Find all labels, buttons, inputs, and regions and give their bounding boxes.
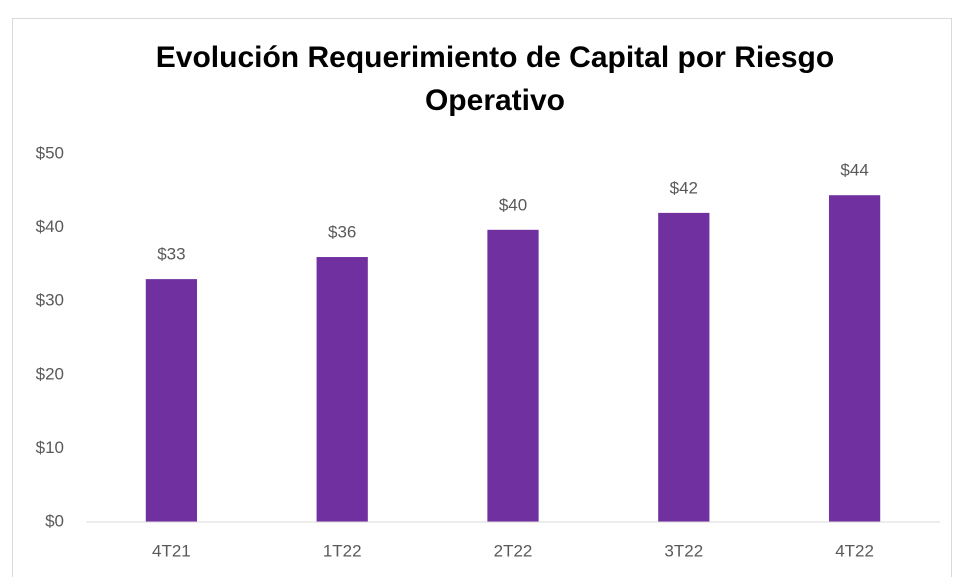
y-tick-label: $30 — [36, 291, 64, 310]
data-label: $44 — [840, 161, 868, 180]
x-tick-label: 1T22 — [323, 541, 362, 560]
y-tick-label: $0 — [45, 511, 64, 530]
bar — [316, 257, 368, 522]
chart-title: Evolución Requerimiento de Capital por R… — [155, 41, 835, 117]
bar — [487, 229, 539, 523]
x-tick-label: 4T22 — [835, 541, 874, 560]
data-label: $36 — [328, 223, 356, 242]
x-tick-label: 4T21 — [152, 541, 191, 560]
bar — [828, 195, 881, 522]
y-tick-label: $40 — [36, 217, 64, 236]
bar — [658, 212, 710, 522]
y-tick-label: $10 — [36, 438, 64, 457]
y-tick-label: $50 — [36, 143, 64, 162]
bar — [145, 279, 198, 522]
data-label: $42 — [670, 178, 698, 197]
data-label: $40 — [499, 195, 527, 214]
data-label: $33 — [157, 245, 185, 264]
x-tick-label: 3T22 — [664, 541, 703, 560]
x-tick-label: 2T22 — [494, 541, 533, 560]
y-tick-label: $20 — [36, 364, 64, 383]
